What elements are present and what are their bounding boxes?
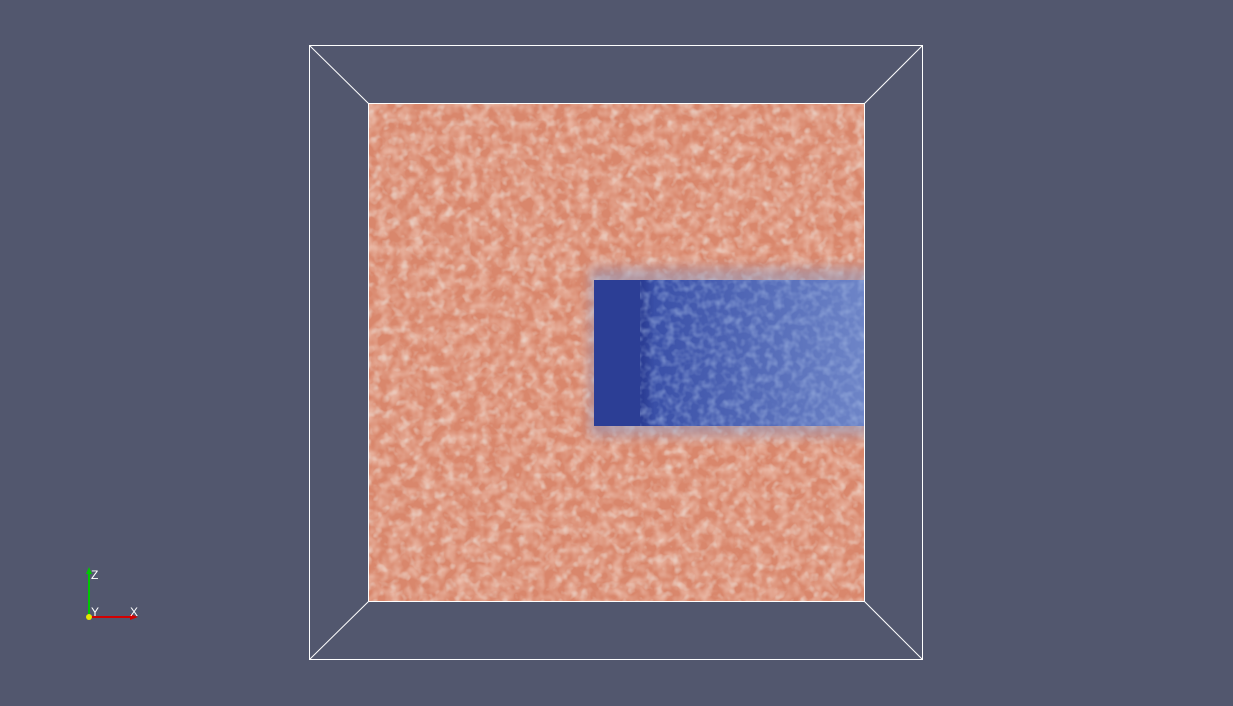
orientation-axes: Z X Y [86, 567, 138, 620]
outline-edge-top-left [309, 45, 369, 104]
x-axis-label: X [130, 605, 138, 619]
bounding-box-outline [309, 45, 923, 660]
scalar-field-slice [369, 104, 865, 602]
outline-front-face [309, 45, 923, 660]
outline-back-face [368, 103, 865, 602]
low-value-texture [640, 280, 865, 426]
z-axis-label: Z [91, 568, 98, 582]
x-axis-arrowhead [130, 614, 138, 620]
y-axis-label: Y [91, 605, 99, 619]
outline-edge-bottom-right [864, 601, 923, 660]
outline-edge-bottom-left [309, 601, 369, 660]
z-axis-arrowhead [86, 567, 92, 574]
outline-edge-top-right [864, 45, 923, 104]
y-axis-marker [86, 614, 92, 620]
